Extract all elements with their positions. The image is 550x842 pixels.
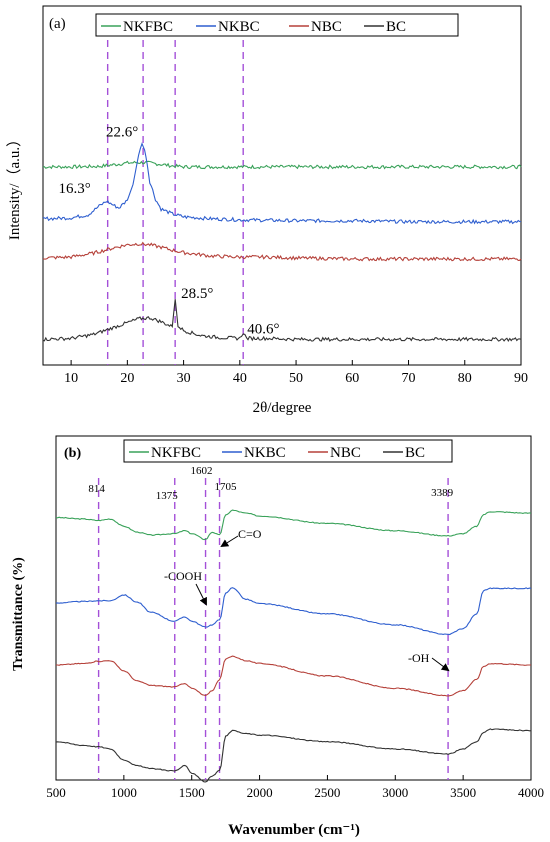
x-tick-label: 60 (345, 371, 359, 386)
peak-annotation: 22.6° (106, 124, 138, 140)
x-tick-label: 2000 (247, 785, 273, 800)
x-tick-label: 40 (233, 371, 247, 386)
series-line-nbc (56, 655, 531, 697)
annotation-arrow (195, 583, 207, 606)
legend-entry-nbc: NBC (311, 19, 342, 35)
functional-group-label: -OH (408, 651, 430, 665)
series-line-bc (42, 299, 522, 342)
functional-group-label: -COOH (164, 569, 202, 583)
panel-a-x-axis-label: 2θ/degree (253, 400, 312, 416)
peak-annotation: 40.6° (247, 322, 279, 338)
panel-a-frame (42, 5, 522, 366)
panel-b-x-ticks: 500 1000 1500 2000 2500 3000 3500 4000 (46, 775, 544, 800)
x-tick-label: 10 (64, 371, 78, 386)
legend-entry-nkfbc: NKFBC (151, 445, 201, 461)
legend-entry-nbc: NBC (330, 445, 361, 461)
annotation-arrow (431, 657, 450, 672)
panel-a-x-ticks: 10 20 30 40 50 60 70 80 90 (64, 360, 528, 386)
series-line-nkfbc (55, 509, 532, 541)
x-tick-label: 1500 (179, 785, 205, 800)
peak-label: 1602 (191, 465, 213, 477)
legend-entry-bc: BC (405, 445, 425, 461)
x-tick-label: 3500 (450, 785, 476, 800)
x-tick-label: 80 (458, 371, 472, 386)
panel-a-y-axis-label: Intensity/（a.u.） (6, 132, 23, 240)
series-line-bc (55, 728, 532, 783)
panel-b-x-axis-label: Wavenumber (cm⁻¹) (228, 822, 360, 838)
x-tick-label: 30 (177, 371, 191, 386)
peak-label: 814 (88, 483, 105, 495)
x-tick-label: 1000 (111, 785, 137, 800)
panel-a: (a) NKFBC NKBC NBC BC 22.6°16.3°28.5°40.6° … (6, 5, 528, 416)
peak-annotation: 28.5° (181, 286, 213, 302)
series-line-nkbc (55, 587, 532, 636)
panel-b-annotations: C=O -COOH -OH (164, 527, 450, 672)
panel-b-y-axis-label: Transmittance (%) (11, 557, 26, 671)
functional-group-label: C=O (238, 527, 262, 541)
panel-a-reference-lines (106, 40, 244, 365)
panel-a-series (42, 142, 522, 342)
panel-b-label: (b) (64, 446, 81, 461)
panel-b-frame (55, 435, 532, 781)
x-tick-label: 3000 (382, 785, 408, 800)
panel-a-annotations: 22.6° 16.3° 28.5° 40.6° (59, 124, 280, 337)
panel-b-series (55, 509, 532, 783)
x-tick-label: 90 (514, 371, 528, 386)
x-tick-label: 20 (120, 371, 134, 386)
series-line-nbc (42, 241, 522, 262)
annotation-arrow (220, 535, 239, 548)
peak-label: 1375 (156, 490, 179, 502)
panel-b-legend: NKFBC NKBC NBC BC (123, 439, 453, 463)
series-line-nkbc (42, 142, 522, 225)
x-tick-label: 4000 (518, 785, 544, 800)
x-tick-label: 50 (289, 371, 303, 386)
legend-entry-nkbc: NKBC (244, 445, 286, 461)
panel-b-reference-lines (97, 478, 449, 780)
peak-label: 3389 (431, 487, 454, 499)
peak-annotation: 16.3° (59, 181, 91, 197)
peak-label: 1705 (215, 481, 238, 493)
legend-entry-bc: BC (386, 19, 406, 35)
legend-entry-nkfbc: NKFBC (123, 19, 173, 35)
legend-box (123, 439, 453, 463)
legend-box (95, 13, 459, 37)
legend-entry-nkbc: NKBC (218, 19, 260, 35)
panel-a-label: (a) (49, 16, 66, 32)
panel-a-legend: NKFBC NKBC NBC BC (95, 13, 459, 37)
series-line-nkfbc (42, 160, 522, 170)
x-tick-label: 2500 (314, 785, 340, 800)
x-tick-label: 70 (402, 371, 416, 386)
x-tick-label: 500 (46, 785, 66, 800)
